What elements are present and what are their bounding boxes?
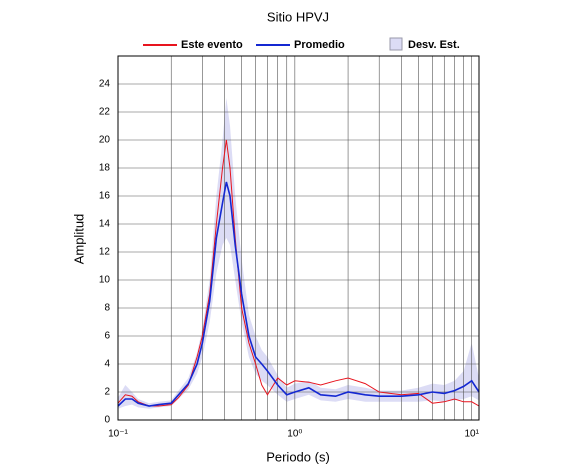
y-tick-label: 18: [99, 163, 111, 174]
y-tick-label: 8: [104, 303, 110, 314]
std-band: [118, 98, 479, 409]
y-tick-label: 24: [99, 79, 111, 90]
legend-label: Este evento: [181, 39, 243, 51]
y-tick-label: 0: [104, 415, 110, 426]
y-tick-label: 12: [99, 247, 111, 258]
y-tick-label: 14: [99, 219, 111, 230]
y-tick-label: 22: [99, 107, 111, 118]
series-line: [117, 139, 480, 407]
x-axis-label: Periodo (s): [266, 449, 330, 464]
x-tick-label: 10⁰: [287, 429, 302, 440]
legend-label: Promedio: [294, 39, 345, 51]
y-tick-label: 4: [104, 359, 110, 370]
y-axis-label: Amplitud: [71, 214, 86, 265]
legend-label: Desv. Est.: [408, 39, 460, 51]
x-tick-label: 10¹: [464, 429, 479, 440]
chart-title: Sitio HPVJ: [267, 9, 329, 24]
y-tick-label: 6: [104, 331, 110, 342]
x-tick-label: 10⁻¹: [108, 429, 128, 440]
y-tick-label: 2: [104, 387, 110, 398]
series-line: [117, 181, 480, 407]
legend-swatch: [389, 37, 403, 51]
plot-frame: [117, 55, 480, 421]
y-tick-label: 20: [99, 135, 111, 146]
y-tick-label: 16: [99, 191, 111, 202]
y-tick-label: 10: [99, 275, 111, 286]
